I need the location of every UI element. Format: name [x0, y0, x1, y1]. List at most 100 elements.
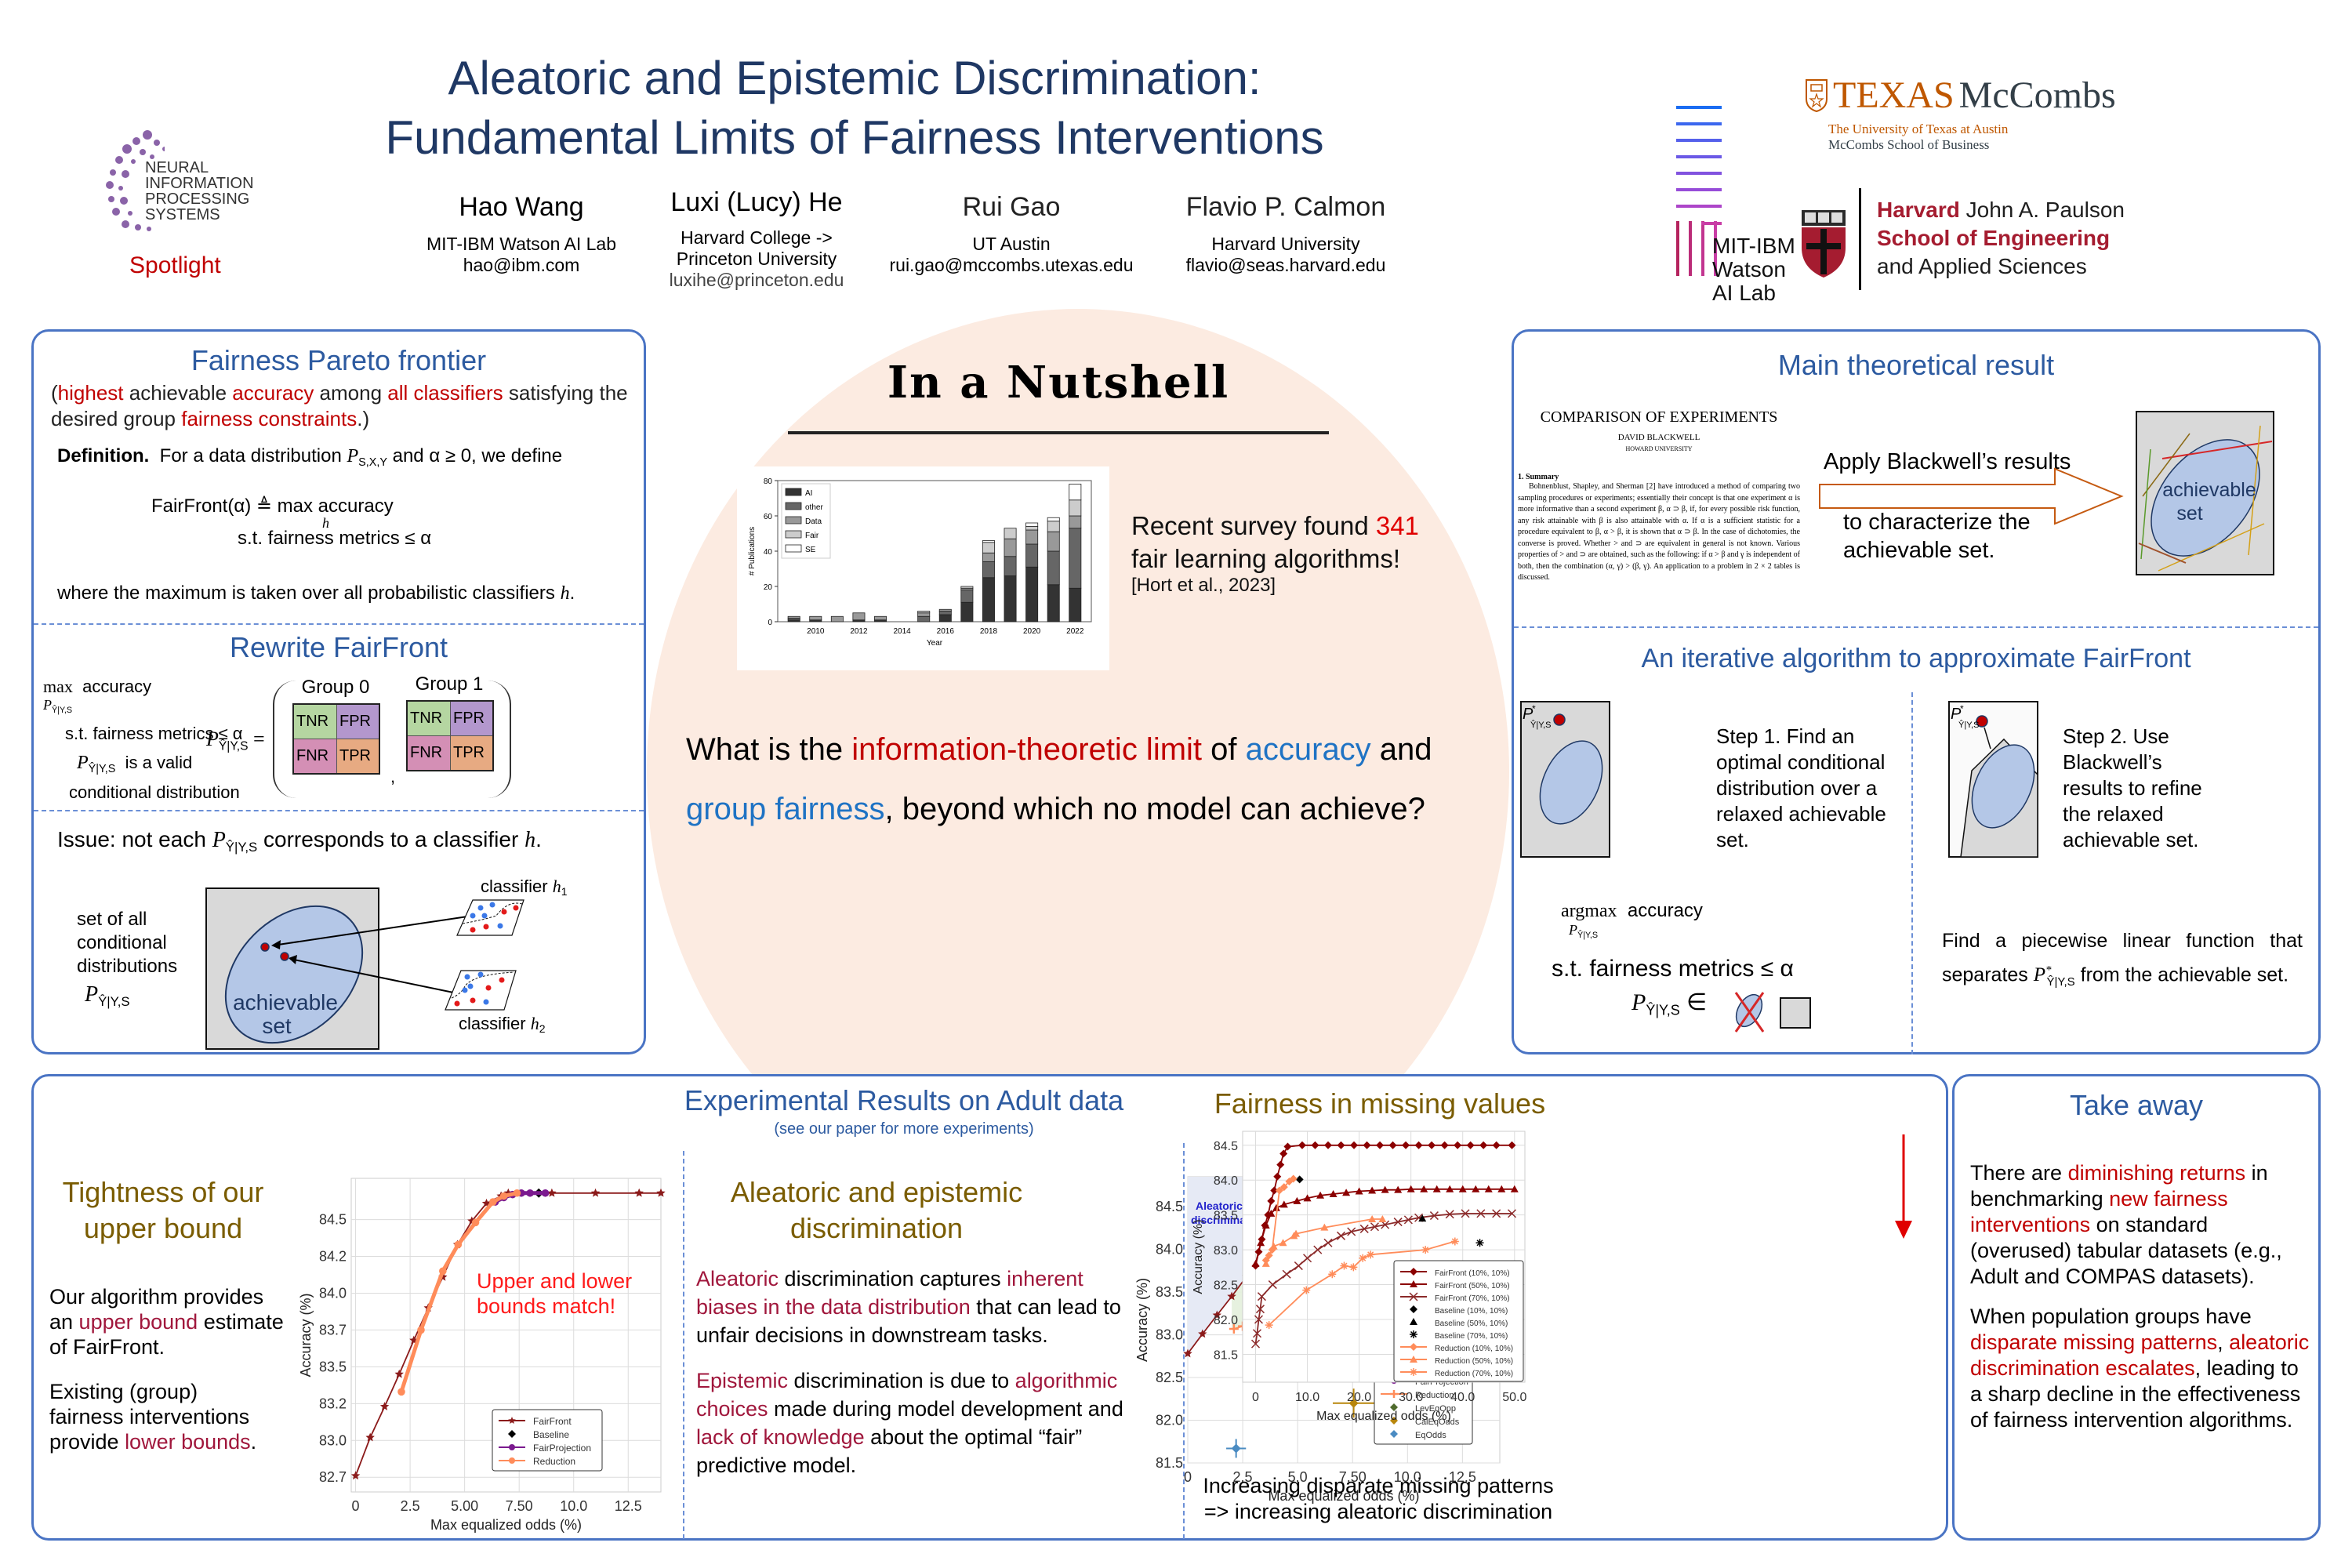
data-point [656, 1188, 666, 1197]
apply-blackwell-text: Apply Blackwell’s results [1824, 449, 2071, 474]
y-tick-label: 83.0 [1156, 1327, 1183, 1343]
data-point [1492, 1209, 1501, 1218]
author-card: Rui Gao UT Austin rui.gao@mccombs.utexas… [878, 192, 1145, 276]
bar-segment [917, 612, 931, 617]
legend-label: FairFront (70%, 10%) [1435, 1294, 1510, 1303]
y-tick-label: 83.7 [319, 1322, 347, 1338]
data-point [1316, 1191, 1325, 1199]
y-tick-label: 84.5 [319, 1212, 347, 1228]
y-tick-label: 81.5 [1214, 1348, 1238, 1362]
data-point [1329, 1190, 1338, 1197]
confusion-matrix: TNR FPR FNR TPR [406, 700, 494, 771]
x-tick-label: 5.00 [451, 1498, 478, 1514]
aleatoric-text: Aleatoric discrimination captures inhere… [696, 1267, 1121, 1347]
characterize-text: to characterize the achievable set. [1843, 510, 2031, 563]
bar-segment [1025, 566, 1039, 622]
y-axis-label: Accuracy (%) [298, 1293, 314, 1377]
data-point [350, 1471, 361, 1480]
data-point [1227, 1291, 1236, 1301]
bar-segment [982, 540, 995, 543]
group-0: Group 0 TNR FPR FNR TPR [292, 677, 380, 775]
aleatoric-annotation: Aleatoric [1196, 1200, 1243, 1212]
legend-label: LevEqOpp [1415, 1404, 1456, 1414]
y-tick-label: 82.7 [319, 1469, 347, 1485]
tightness-title: Tightness of our upper bound [62, 1176, 264, 1244]
data-point [481, 1198, 492, 1207]
data-point [1376, 1141, 1385, 1149]
mapping-arrow [289, 958, 462, 995]
data-point [1461, 1209, 1470, 1218]
x-axis-label: Max equalized odds (%) [1268, 1488, 1419, 1504]
achievable-label: set [2176, 503, 2202, 524]
legend-marker [1410, 1330, 1417, 1338]
mit-ibm-text: MIT-IBM [1712, 234, 1795, 258]
data-point [1336, 1231, 1346, 1240]
data-point [1257, 1239, 1265, 1247]
data-point [1507, 1209, 1517, 1218]
y-tick-label: 82.5 [1214, 1279, 1238, 1293]
data-point [1349, 1263, 1358, 1272]
legend-swatch [785, 544, 802, 553]
data-point [1295, 1175, 1304, 1184]
author-card: Luxi (Lucy) He Harvard College -> Prince… [659, 187, 855, 291]
classifier-point [280, 952, 289, 961]
decrease-arrow-icon [1895, 1134, 1912, 1239]
svg-text:P: P [1523, 706, 1534, 723]
legend-swatch [785, 516, 802, 524]
chart-annotation: Upper and lower [477, 1269, 632, 1293]
optimal-point [1553, 713, 1566, 726]
data-point [1381, 1185, 1389, 1193]
legend-label: SE [805, 546, 816, 554]
data-point [1183, 1348, 1192, 1358]
data-point [1273, 1172, 1282, 1181]
data-point [1454, 1141, 1462, 1149]
achievable-label: achievable [233, 990, 338, 1014]
bar-segment [1069, 515, 1082, 529]
data-point [541, 1189, 550, 1197]
data-point [590, 1188, 601, 1197]
bar-segment [787, 615, 800, 619]
x-tick-label: 7.50 [1339, 1469, 1367, 1485]
missing-values-title: Fairness in missing values [1214, 1087, 1546, 1120]
data-point [1282, 1269, 1291, 1279]
data-point [1347, 1227, 1356, 1236]
data-point [1257, 1292, 1266, 1301]
x-tick-label: 2020 [1023, 627, 1041, 636]
x-tick-label: 12.5 [1449, 1469, 1476, 1485]
legend-marker [509, 1457, 515, 1464]
data-point [1252, 1329, 1262, 1338]
cell-fpr: FPR [450, 702, 492, 735]
legend-swatch [785, 502, 802, 510]
data-point [1302, 1286, 1311, 1294]
x-tick-label: 2010 [807, 627, 825, 636]
legend-marker [1390, 1417, 1398, 1425]
pareto-intro: (highest achievable accuracy among all c… [51, 381, 628, 430]
tightness-chart: 0 2.5 5.00 7.50 10.0 12.5 82.7 83.0 83.2 83.5 83.7… [298, 1178, 666, 1533]
harvard-wordmark: Harvard John A. Paulson School of Engine… [1877, 198, 2125, 278]
data-point [1475, 1239, 1484, 1247]
legend-label: Reduction [533, 1456, 575, 1467]
x-axis-label: Year [927, 639, 943, 648]
chart-annotation: bounds match! [477, 1294, 615, 1318]
mapping-arrow [272, 915, 474, 946]
legend-label: FairFront (50%, 10%) [1435, 1282, 1510, 1290]
legend-label: Reduction (70%, 10%) [1435, 1370, 1513, 1378]
cell-tnr: TNR [408, 702, 450, 735]
data-point [1450, 1237, 1459, 1246]
x-tick-label: 20.0 [1347, 1391, 1371, 1404]
data-point [1445, 1210, 1454, 1219]
data-point [1293, 1196, 1301, 1204]
data-point [1261, 1221, 1270, 1229]
data-point [1479, 1141, 1488, 1149]
y-tick-label: 83.5 [1214, 1210, 1238, 1223]
issue-statement: Issue: not each PŶ|Y,S corresponds to a … [57, 827, 542, 855]
neurips-logo-line: INFORMATION [145, 175, 254, 192]
data-point [1510, 1185, 1519, 1192]
legend-marker [1410, 1280, 1417, 1287]
data-point [1275, 1186, 1283, 1195]
legend: FairFront (10%, 10%) FairFront (50%, 10%)… [1393, 1260, 1524, 1382]
y-tick-label: 82.0 [1156, 1413, 1183, 1428]
harvard-seas-logo: Harvard John A. Paulson School of Engine… [1800, 188, 2302, 290]
bar-segment [852, 612, 866, 621]
data-point [1342, 1189, 1351, 1196]
